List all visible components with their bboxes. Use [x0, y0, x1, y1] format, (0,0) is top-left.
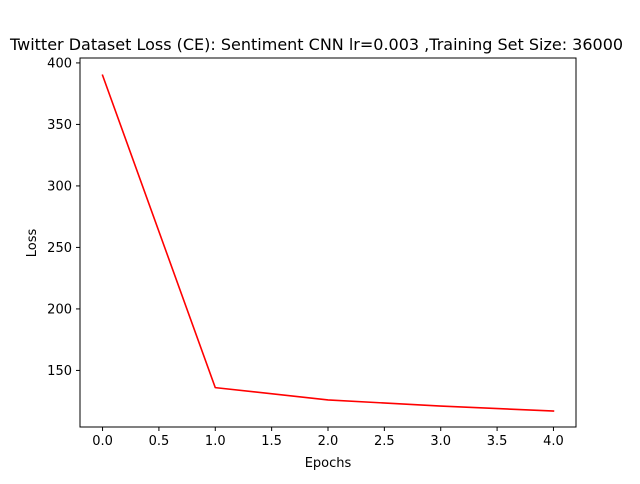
- y-tick-label: 200: [47, 302, 72, 317]
- x-tick-label: 2.5: [374, 434, 395, 449]
- x-axis-label: Epochs: [305, 456, 352, 471]
- x-tick-label: 0.0: [92, 434, 113, 449]
- x-tick-label: 3.0: [430, 434, 451, 449]
- chart-title: Twitter Dataset Loss (CE): Sentiment CNN…: [9, 35, 623, 54]
- y-axis-label: Loss: [25, 229, 40, 258]
- y-tick-label: 300: [47, 179, 72, 194]
- x-tick-label: 3.5: [487, 434, 508, 449]
- loss-series-line: [101, 74, 555, 412]
- x-tick-label: 1.0: [205, 434, 226, 449]
- series-layer: [101, 74, 555, 412]
- y-tick-label: 250: [47, 241, 72, 256]
- x-axis-ticks: 0.0 0.5 1.0 1.5 2.0 2.5 3.0 3.5 4.0: [92, 427, 564, 449]
- x-tick-label: 2.0: [318, 434, 339, 449]
- y-tick-label: 400: [47, 56, 72, 71]
- y-tick-label: 350: [47, 118, 72, 133]
- x-tick-label: 0.5: [149, 434, 170, 449]
- y-tick-label: 150: [47, 364, 72, 379]
- x-tick-label: 4.0: [543, 434, 564, 449]
- y-axis-ticks: 150 200 250 300 350 400: [47, 56, 80, 379]
- x-tick-label: 1.5: [261, 434, 282, 449]
